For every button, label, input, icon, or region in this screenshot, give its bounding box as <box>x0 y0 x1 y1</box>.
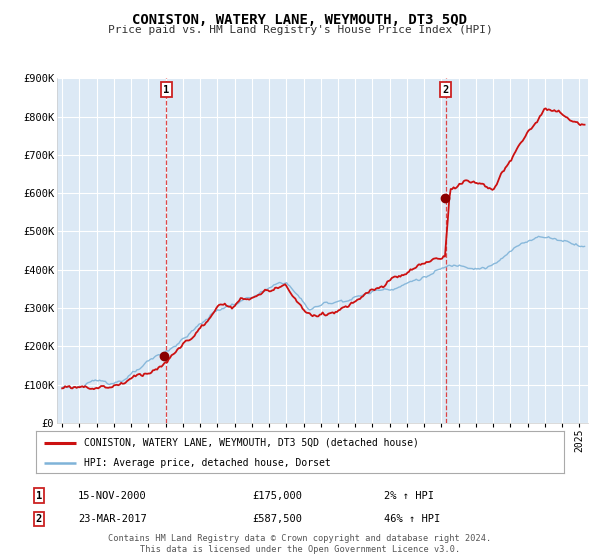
Text: CONISTON, WATERY LANE, WEYMOUTH, DT3 5QD (detached house): CONISTON, WATERY LANE, WEYMOUTH, DT3 5QD… <box>83 438 418 448</box>
Text: 15-NOV-2000: 15-NOV-2000 <box>78 491 147 501</box>
Text: £175,000: £175,000 <box>252 491 302 501</box>
Text: 2: 2 <box>36 514 42 524</box>
Text: 1: 1 <box>36 491 42 501</box>
Text: 2% ↑ HPI: 2% ↑ HPI <box>384 491 434 501</box>
Text: Contains HM Land Registry data © Crown copyright and database right 2024.: Contains HM Land Registry data © Crown c… <box>109 534 491 543</box>
Text: CONISTON, WATERY LANE, WEYMOUTH, DT3 5QD: CONISTON, WATERY LANE, WEYMOUTH, DT3 5QD <box>133 13 467 27</box>
Text: This data is licensed under the Open Government Licence v3.0.: This data is licensed under the Open Gov… <box>140 545 460 554</box>
Text: £587,500: £587,500 <box>252 514 302 524</box>
Text: 46% ↑ HPI: 46% ↑ HPI <box>384 514 440 524</box>
Text: 1: 1 <box>163 85 170 95</box>
Text: 23-MAR-2017: 23-MAR-2017 <box>78 514 147 524</box>
Text: HPI: Average price, detached house, Dorset: HPI: Average price, detached house, Dors… <box>83 458 330 468</box>
Text: Price paid vs. HM Land Registry's House Price Index (HPI): Price paid vs. HM Land Registry's House … <box>107 25 493 35</box>
Text: 2: 2 <box>443 85 449 95</box>
